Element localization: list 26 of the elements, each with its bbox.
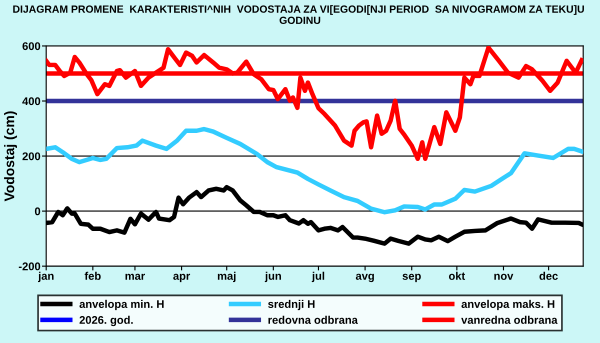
legend-label: srednji H bbox=[268, 300, 315, 310]
x-tick-label: nov bbox=[494, 274, 514, 280]
x-tick-label: avg bbox=[356, 274, 374, 282]
y-tick-label: -200 bbox=[18, 262, 40, 270]
x-tick-label: feb bbox=[84, 272, 101, 280]
x-tick-label: jan bbox=[38, 272, 54, 282]
chart-title: DIJAGRAM PROMENE KARAKTERISTI^NIH VODOSTAJA ZA VI[EGODI[NJI PERIOD SA NIVOGRAMOM ZA TEKU]U GODINU bbox=[13, 5, 584, 24]
x-tick-label: jun bbox=[264, 272, 281, 282]
y-axis-title: Vodostaj (cm) bbox=[4, 111, 18, 202]
legend-label: redovna odbrana bbox=[268, 316, 358, 324]
y-tick-label: 400 bbox=[22, 97, 40, 106]
x-tick-label: mar bbox=[125, 274, 145, 280]
legend-label: 2026. god. bbox=[80, 316, 133, 326]
x-tick-label: maj bbox=[218, 272, 236, 282]
legend-label: vanredna odbrana bbox=[461, 316, 558, 324]
legend-label: anvelopa min. H bbox=[80, 300, 164, 310]
y-tick-label: 200 bbox=[22, 152, 40, 160]
x-tick-label: sep bbox=[402, 274, 421, 282]
x-tick-label: jul bbox=[312, 272, 324, 282]
y-tick-label: 600 bbox=[22, 42, 40, 50]
x-tick-label: okt bbox=[448, 272, 466, 280]
line-series bbox=[46, 126, 584, 214]
legend-label: anvelopa maks. H bbox=[462, 300, 554, 310]
y-tick-label: 0 bbox=[34, 207, 40, 216]
x-tick-label: apr bbox=[173, 274, 190, 282]
x-tick-label: dec bbox=[539, 272, 558, 280]
